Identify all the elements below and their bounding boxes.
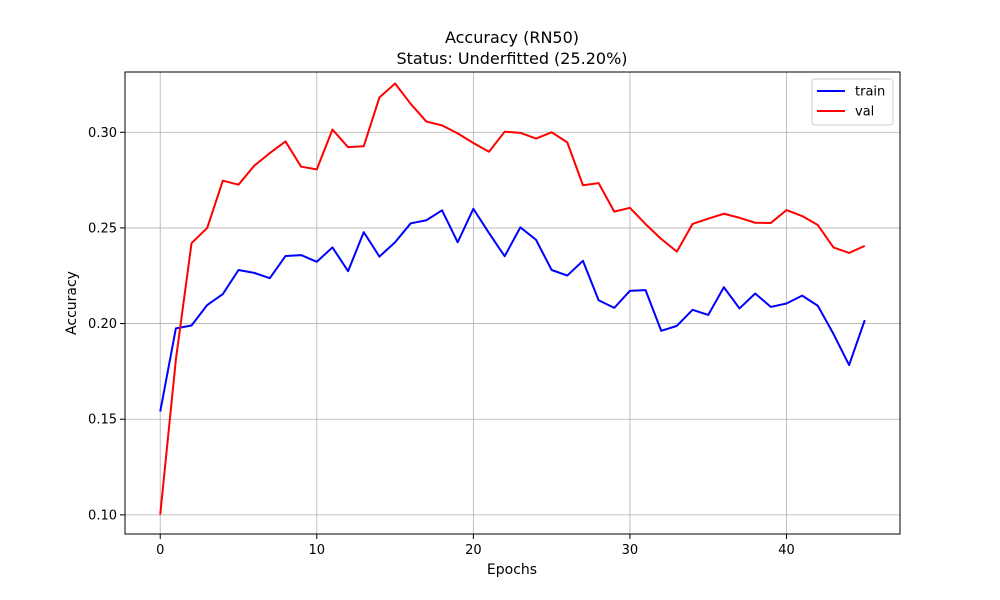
legend-label-val: val — [855, 105, 874, 120]
x-axis-label: Epochs — [487, 562, 537, 578]
y-tick-label: 0.20 — [88, 317, 117, 332]
legend-label-train: train — [855, 85, 885, 100]
series-line-train — [159, 207, 866, 412]
plot-frame — [124, 71, 901, 535]
x-tick-label: 10 — [309, 543, 326, 558]
grid — [125, 72, 900, 534]
legend: train val — [811, 78, 894, 126]
x-tick-label: 30 — [622, 543, 639, 558]
chart-subtitle: Status: Underfitted (25.20%) — [396, 49, 627, 68]
x-tick-label: 20 — [465, 543, 482, 558]
chart-title: Accuracy (RN50) — [445, 28, 579, 47]
x-tick-label: 0 — [156, 543, 164, 558]
y-tick-label: 0.10 — [88, 508, 117, 523]
y-axis-label: Accuracy — [64, 271, 80, 335]
plot-series — [159, 82, 866, 515]
y-tick-label: 0.15 — [88, 413, 117, 428]
series-line-val — [159, 82, 866, 515]
y-tick-label: 0.30 — [88, 126, 117, 141]
axis-ticks: 0 10 20 30 40 0.10 0.15 0.20 0.25 0.30 — [88, 126, 795, 558]
y-tick-label: 0.25 — [88, 221, 117, 236]
x-tick-label: 40 — [778, 543, 795, 558]
